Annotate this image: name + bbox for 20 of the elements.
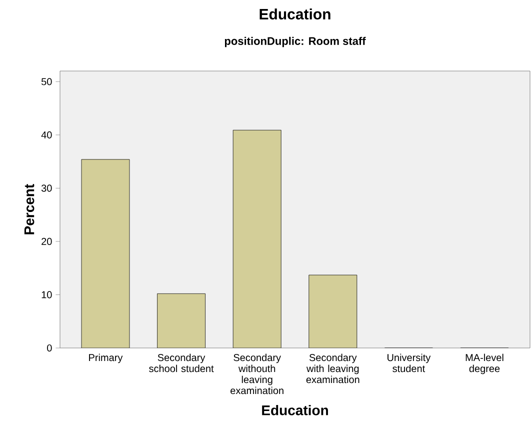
x-tick-label: Secondary school student <box>149 354 214 372</box>
bar <box>157 293 206 348</box>
y-tick-label: 30 <box>41 184 52 192</box>
y-tick-label: 50 <box>41 78 52 86</box>
bar <box>81 159 130 348</box>
bar <box>233 130 282 348</box>
y-axis-title: Percent <box>24 184 34 234</box>
y-tick-label: 0 <box>47 344 52 352</box>
chart-title: Education <box>260 8 330 20</box>
x-tick-label: MA-level degree <box>466 354 504 374</box>
x-tick-label: Secondary with leaving examination <box>306 354 360 384</box>
bar <box>308 274 358 348</box>
x-axis-title: Education <box>262 404 328 416</box>
y-tick-label: 40 <box>41 131 52 138</box>
x-tick-label: Secondary withouth leaving examination <box>230 354 284 394</box>
y-tick-label: 20 <box>42 238 52 245</box>
chart-subtitle: positionDuplic: Room staff <box>224 36 366 48</box>
y-tick-label: 10 <box>42 291 52 298</box>
x-tick-label: University student <box>388 354 431 372</box>
x-tick-label: Primary <box>89 354 123 364</box>
